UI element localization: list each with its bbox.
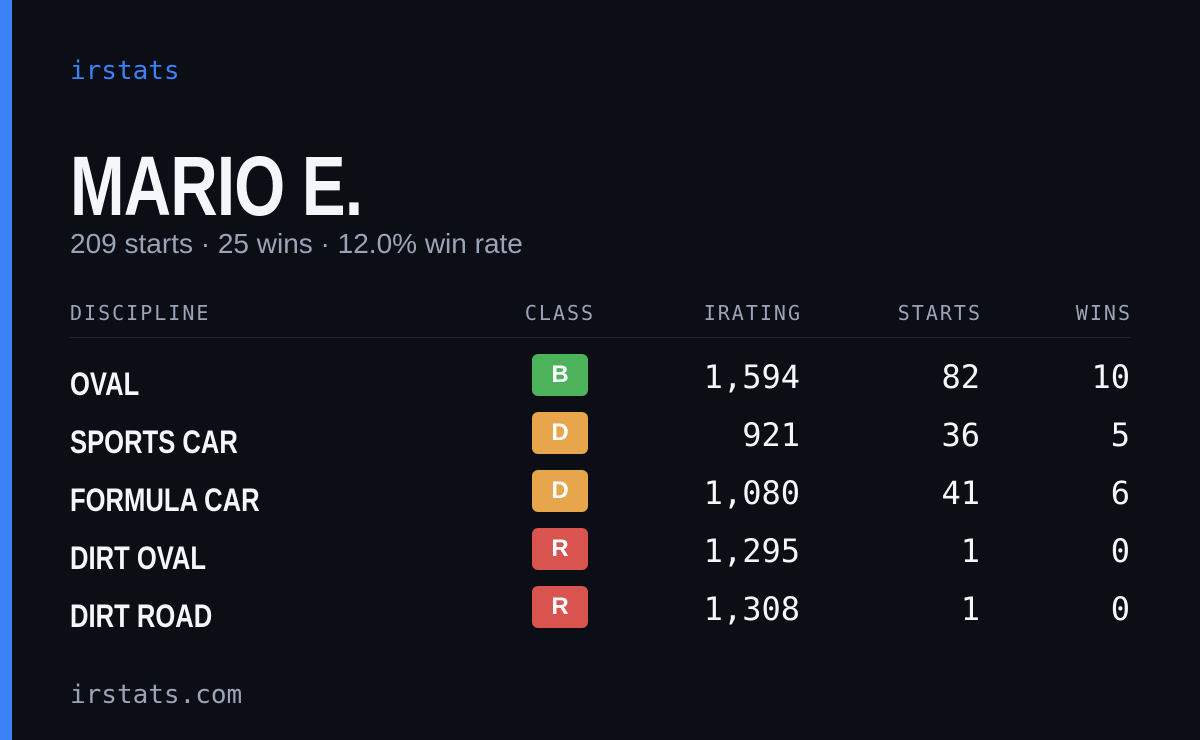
starts-value: 1 xyxy=(960,590,980,628)
class-badge: D xyxy=(532,412,588,454)
wins-value: 0 xyxy=(1110,590,1130,628)
header-rule xyxy=(70,337,1130,338)
starts-value: 36 xyxy=(941,416,980,454)
column-header: WINS xyxy=(1075,301,1132,325)
class-badge: D xyxy=(532,470,588,512)
accent-bar xyxy=(0,0,12,740)
wins-value: 0 xyxy=(1110,532,1130,570)
irating-value: 1,594 xyxy=(703,358,800,396)
column-header: DISCIPLINE xyxy=(70,301,211,325)
column-header: STARTS xyxy=(897,301,982,325)
starts-value: 82 xyxy=(941,358,980,396)
wins-value: 5 xyxy=(1110,416,1130,454)
class-badge: R xyxy=(532,586,588,628)
discipline: SPORTS CAR xyxy=(70,424,238,460)
discipline: OVAL xyxy=(70,366,140,402)
column-header: IRATING xyxy=(703,301,802,325)
starts-value: 1 xyxy=(960,532,980,570)
irating-value: 1,080 xyxy=(703,474,800,512)
irating-value: 1,295 xyxy=(703,532,800,570)
player-summary: 209 starts · 25 wins · 12.0% win rate xyxy=(70,228,523,259)
player-name: MARIO E. xyxy=(70,139,363,233)
wins-value: 6 xyxy=(1110,474,1130,512)
discipline: FORMULA CAR xyxy=(70,482,260,518)
starts-value: 41 xyxy=(941,474,980,512)
brand: irstats xyxy=(70,56,180,86)
discipline: DIRT ROAD xyxy=(70,598,213,634)
discipline: DIRT OVAL xyxy=(70,540,207,576)
footer: irstats.com xyxy=(70,680,243,710)
class-badge: R xyxy=(532,528,588,570)
wins-value: 10 xyxy=(1091,358,1130,396)
irating-value: 921 xyxy=(742,416,800,454)
column-header: CLASS xyxy=(524,301,596,325)
class-badge: B xyxy=(532,354,588,396)
irating-value: 1,308 xyxy=(703,590,800,628)
